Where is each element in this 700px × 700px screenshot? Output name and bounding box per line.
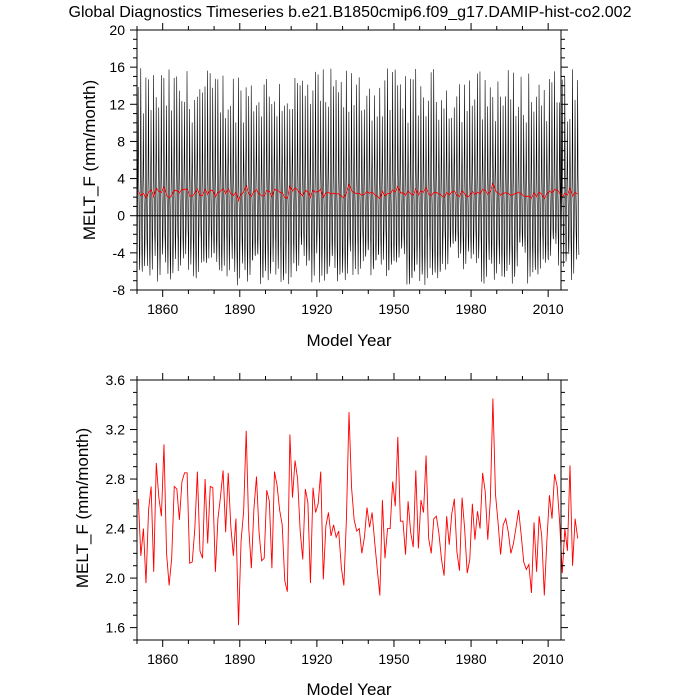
bottom-ytick-label: 2.8 [106, 471, 126, 487]
bottom-plot-area [137, 398, 579, 626]
top-ytick-label: -4 [113, 245, 126, 261]
bottom-ytick-label: 2.4 [106, 521, 126, 537]
bottom-xtick-label: 1920 [301, 651, 332, 667]
bottom-xtick-label: 1950 [378, 651, 409, 667]
top-ytick-label: -8 [113, 282, 126, 298]
bottom-ytick-label: 3.2 [106, 422, 126, 438]
top-ytick-label: 0 [117, 208, 125, 224]
top-axes: 1860 1890 1920 1950 1980 2010 -8 -4 0 4 8 12 16 20 [109, 22, 568, 317]
bottom-xlabel: Model Year [306, 680, 391, 699]
top-xtick-label: 1920 [301, 301, 332, 317]
bottom-xtick-label: 1890 [224, 651, 255, 667]
top-ytick-label: 20 [109, 22, 125, 38]
top-xtick-label: 1860 [147, 301, 178, 317]
top-annual-mean-line [137, 182, 578, 202]
top-xtick-label: 1950 [378, 301, 409, 317]
top-ytick-label: 16 [109, 59, 125, 75]
bottom-ylabel: MELT_F (mm/month) [73, 428, 92, 588]
top-ytick-label: 12 [109, 96, 125, 112]
bottom-ytick-label: 1.6 [106, 620, 126, 636]
top-plot-area [136, 68, 580, 286]
chart-title: Global Diagnostics Timeseries b.e21.B185… [69, 4, 632, 21]
top-xtick-label: 1980 [455, 301, 486, 317]
bottom-annual-mean-line [137, 398, 579, 626]
monthly-series-line [136, 68, 580, 286]
bottom-xtick-label: 1860 [147, 651, 178, 667]
top-xtick-label: 1890 [224, 301, 255, 317]
bottom-ytick-label: 2.0 [106, 570, 126, 586]
bottom-timeseries-panel: 1860 1890 1920 1950 1980 2010 1.6 2.0 2.4 2.8 3.2 3… [73, 372, 579, 699]
bottom-ytick-label: 3.6 [106, 372, 126, 388]
bottom-axes: 1860 1890 1920 1950 1980 2010 1.6 2.0 2.4 2.8 3.2 3… [106, 372, 568, 667]
bottom-xtick-label: 2010 [533, 651, 564, 667]
top-xtick-label: 2010 [533, 301, 564, 317]
top-timeseries-panel: 1860 1890 1920 1950 1980 2010 -8 -4 0 4 8 12 16 20 ME… [80, 22, 580, 350]
bottom-plot-frame [136, 379, 562, 641]
top-ytick-label: 8 [117, 133, 125, 149]
top-xlabel: Model Year [306, 331, 391, 350]
top-ylabel: MELT_F (mm/month) [80, 80, 99, 240]
top-ytick-label: 4 [117, 171, 125, 187]
bottom-xtick-label: 1980 [455, 651, 486, 667]
